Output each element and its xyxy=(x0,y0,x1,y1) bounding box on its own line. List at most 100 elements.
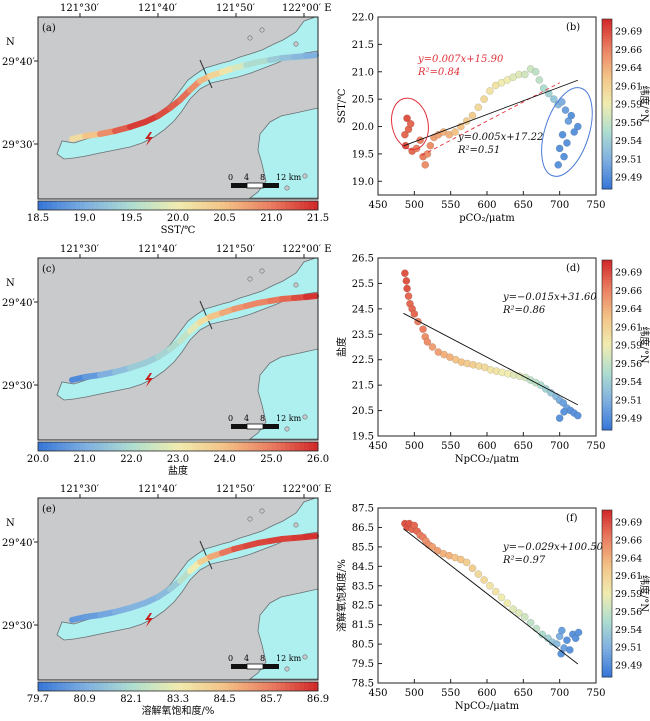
regression-line xyxy=(403,528,579,665)
lat-colorbar-swatch xyxy=(602,78,612,82)
colorbar-swatch xyxy=(276,682,282,691)
data-point xyxy=(421,161,430,169)
island xyxy=(302,414,308,420)
lat-colorbar-swatch xyxy=(602,84,612,88)
lat-colorbar-swatch xyxy=(602,72,612,77)
colorbar-swatch xyxy=(80,442,86,451)
lat-colorbar-frame xyxy=(601,259,613,431)
lat-colorbar-swatch xyxy=(602,568,612,572)
x-tick-label: 650 xyxy=(514,200,533,211)
lat-colorbar-tick-label: 29.54 xyxy=(615,625,642,636)
lat-colorbar-swatch xyxy=(602,319,612,323)
lat-colorbar-tick-label: 29.51 xyxy=(615,643,642,654)
lat-colorbar-swatch xyxy=(602,143,612,147)
lat-colorbar-swatch xyxy=(602,177,612,181)
colorbar-tick-label: 19.5 xyxy=(120,213,142,224)
colorbar-swatch xyxy=(238,201,244,210)
data-point xyxy=(574,122,582,131)
colorbar-swatch xyxy=(98,201,104,210)
x-tick-label: 700 xyxy=(550,441,569,452)
lat-colorbar-swatch xyxy=(602,540,612,544)
lat-tick-label: 29°40′ xyxy=(2,57,35,68)
lat-tick-label: 29°30′ xyxy=(2,381,35,392)
lat-colorbar-swatch xyxy=(602,359,612,363)
colorbar-swatch xyxy=(66,682,72,691)
lat-colorbar-swatch xyxy=(602,626,612,631)
lat-colorbar-tick-label: 29.49 xyxy=(615,173,642,184)
lat-colorbar-swatch xyxy=(602,398,612,403)
lat-colorbar-swatch xyxy=(602,169,612,173)
scale-tick-label: 12 km xyxy=(276,414,302,423)
data-point xyxy=(457,555,465,564)
colorbar-swatch xyxy=(126,682,132,691)
lat-colorbar-tick-label: 29.61 xyxy=(615,81,642,92)
lat-colorbar-swatch xyxy=(602,515,612,519)
colorbar-label: 溶解氧饱和度/% xyxy=(142,704,215,717)
lat-colorbar-swatch xyxy=(602,654,612,659)
lat-colorbar-swatch xyxy=(602,87,612,91)
lon-tick-label: 122°00′ E xyxy=(282,244,332,255)
lat-colorbar-swatch xyxy=(602,668,612,672)
regression-r2: R²=0.86 xyxy=(502,305,546,316)
lat-colorbar-tick-label: 29.51 xyxy=(615,395,642,406)
colorbar-swatch xyxy=(168,201,174,210)
lat-colorbar-swatch xyxy=(602,123,612,128)
colorbar-swatch xyxy=(294,201,300,210)
colorbar-swatch xyxy=(187,682,193,691)
colorbar-swatch xyxy=(108,682,114,691)
map-panel-2: 121°30′ 121°40′ 121°50′ 122°00′ E 29°40′ 29°3… xyxy=(2,244,332,477)
y-tick-label: 19.5 xyxy=(352,432,374,443)
lon-tick-label: 122°00′ E xyxy=(282,3,332,14)
lat-colorbar-swatch xyxy=(602,89,612,94)
colorbar-swatch xyxy=(122,442,128,451)
colorbar-swatch xyxy=(159,682,165,691)
x-tick-label: 450 xyxy=(368,441,387,452)
data-point xyxy=(567,111,576,120)
colorbar-swatch xyxy=(285,682,291,691)
data-point xyxy=(468,111,477,120)
data-point xyxy=(462,558,471,567)
track-segment xyxy=(303,293,319,300)
x-tick-label: 650 xyxy=(514,688,533,699)
x-axis-label: NpCO₂/μatm xyxy=(455,701,520,712)
lat-colorbar-swatch xyxy=(602,271,612,275)
y-tick-label: 83.5 xyxy=(352,581,374,592)
data-point xyxy=(414,317,422,326)
scale-tick-label: 12 km xyxy=(276,654,302,663)
lat-colorbar-swatch xyxy=(602,543,612,547)
colorbar-swatch xyxy=(154,682,160,691)
lat-colorbar-swatch xyxy=(602,277,612,281)
colorbar-swatch xyxy=(103,442,109,451)
lat-colorbar-swatch xyxy=(602,396,612,400)
x-tick-label: 500 xyxy=(405,200,424,211)
scale-bar-black xyxy=(263,424,279,429)
lat-colorbar-swatch xyxy=(602,265,612,269)
colorbar-frame xyxy=(37,200,319,211)
colorbar-swatch xyxy=(112,682,118,691)
lat-colorbar-tick-label: 29.69 xyxy=(615,27,642,38)
x-tick-label: 750 xyxy=(586,200,605,211)
lat-colorbar-swatch xyxy=(602,316,612,320)
lat-colorbar-swatch xyxy=(602,362,612,366)
plot-frame xyxy=(377,16,597,196)
lat-colorbar-tick-label: 29.49 xyxy=(615,661,642,672)
data-point xyxy=(491,587,500,596)
data-point xyxy=(486,581,494,590)
island xyxy=(259,27,265,33)
lat-colorbar-swatch xyxy=(602,311,612,315)
lat-colorbar-swatch xyxy=(602,81,612,85)
lat-colorbar-swatch xyxy=(602,126,612,130)
lat-colorbar-swatch xyxy=(602,590,612,594)
panel-label: (e) xyxy=(42,504,56,515)
colorbar-swatch xyxy=(131,201,137,210)
map-frame xyxy=(37,257,319,441)
data-point xyxy=(555,144,564,153)
lat-tick-label: 29°40′ xyxy=(2,298,35,309)
colorbar-swatch xyxy=(173,442,179,451)
lat-colorbar-swatch xyxy=(602,109,612,113)
lat-colorbar-swatch xyxy=(602,152,612,156)
lat-colorbar-swatch xyxy=(602,33,612,37)
x-tick-label: 600 xyxy=(477,441,496,452)
lat-colorbar-swatch xyxy=(602,373,612,377)
lat-colorbar-swatch xyxy=(602,424,612,428)
